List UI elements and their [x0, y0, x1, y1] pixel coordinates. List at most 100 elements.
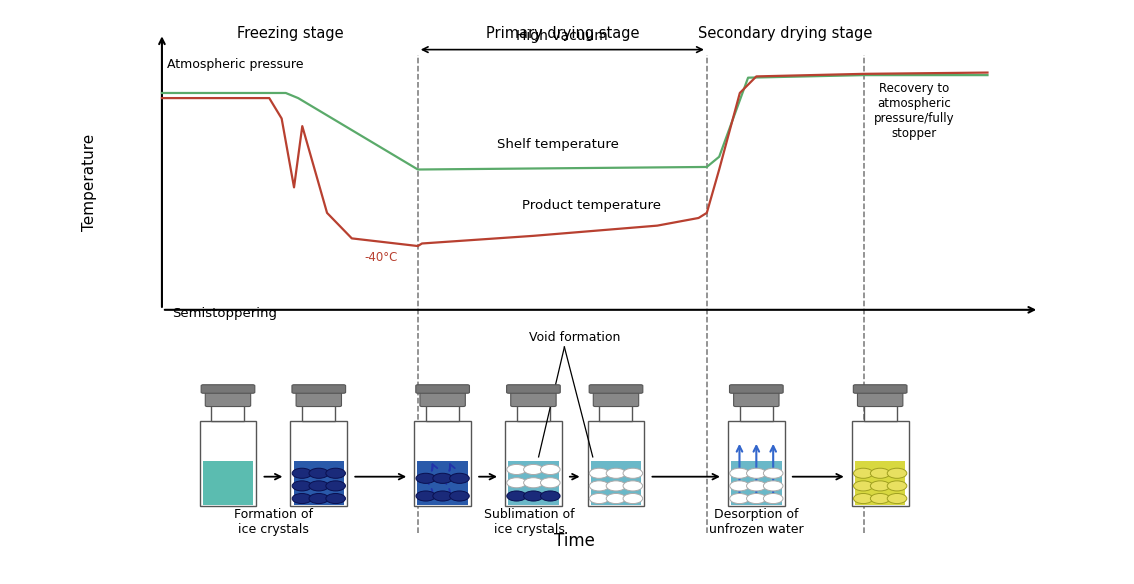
Circle shape [871, 468, 890, 478]
Text: Temperature: Temperature [82, 134, 98, 231]
Circle shape [763, 481, 782, 491]
Circle shape [729, 493, 750, 503]
Bar [203, 461, 253, 505]
Bar [426, 405, 459, 422]
Circle shape [887, 481, 907, 491]
Circle shape [416, 473, 435, 484]
Circle shape [450, 491, 469, 501]
Circle shape [746, 468, 767, 478]
Circle shape [607, 493, 626, 503]
Bar [855, 461, 905, 505]
Circle shape [433, 473, 452, 484]
Circle shape [607, 468, 626, 478]
Circle shape [308, 481, 329, 491]
Circle shape [524, 464, 543, 475]
FancyBboxPatch shape [857, 391, 903, 406]
Bar [728, 422, 785, 506]
FancyBboxPatch shape [420, 391, 465, 406]
Bar [414, 422, 471, 506]
Circle shape [293, 493, 312, 503]
Circle shape [524, 491, 543, 501]
FancyBboxPatch shape [205, 391, 251, 406]
Text: -40°C: -40°C [364, 251, 398, 264]
Circle shape [887, 493, 907, 503]
Circle shape [763, 468, 782, 478]
Circle shape [854, 493, 873, 503]
Text: Secondary drying stage: Secondary drying stage [699, 26, 872, 41]
Circle shape [854, 468, 873, 478]
Circle shape [746, 481, 767, 491]
Bar [517, 405, 550, 422]
Text: High vacuum: High vacuum [516, 29, 608, 43]
Circle shape [293, 481, 312, 491]
Circle shape [729, 481, 750, 491]
Circle shape [433, 491, 452, 501]
Text: Semistoppering: Semistoppering [172, 307, 277, 321]
Circle shape [325, 468, 346, 478]
FancyBboxPatch shape [593, 391, 638, 406]
Bar [731, 461, 781, 505]
Circle shape [590, 481, 609, 491]
FancyBboxPatch shape [510, 391, 556, 406]
Bar [600, 405, 633, 422]
Text: Primary drying stage: Primary drying stage [485, 26, 640, 41]
Text: Shelf temperature: Shelf temperature [498, 137, 619, 151]
FancyBboxPatch shape [291, 385, 346, 393]
Circle shape [887, 468, 907, 478]
Circle shape [507, 491, 526, 501]
Circle shape [507, 464, 526, 475]
Circle shape [308, 493, 329, 503]
Bar [508, 461, 559, 505]
Bar [303, 405, 336, 422]
Bar [200, 422, 256, 506]
Circle shape [524, 478, 543, 488]
Bar [864, 405, 897, 422]
Circle shape [325, 481, 346, 491]
Circle shape [308, 468, 329, 478]
Bar [417, 461, 468, 505]
Text: Desorption of
unfrozen water: Desorption of unfrozen water [709, 507, 804, 536]
Circle shape [763, 493, 782, 503]
Circle shape [746, 493, 767, 503]
Bar [591, 461, 641, 505]
Circle shape [623, 481, 643, 491]
Text: Sublimation of
ice crystals: Sublimation of ice crystals [484, 507, 575, 536]
Circle shape [541, 478, 560, 488]
Circle shape [729, 468, 750, 478]
Bar [505, 422, 561, 506]
FancyBboxPatch shape [201, 385, 255, 393]
Text: Formation of
ice crystals: Formation of ice crystals [234, 507, 313, 536]
FancyBboxPatch shape [507, 385, 560, 393]
Circle shape [854, 481, 873, 491]
Circle shape [623, 468, 643, 478]
Circle shape [541, 491, 560, 501]
Text: Recovery to
atmospheric
pressure/fully
stopper: Recovery to atmospheric pressure/fully s… [874, 82, 955, 140]
Circle shape [590, 468, 609, 478]
FancyBboxPatch shape [853, 385, 907, 393]
Circle shape [293, 468, 312, 478]
Circle shape [507, 478, 526, 488]
Bar [211, 405, 245, 422]
Bar [587, 422, 644, 506]
Text: Void formation: Void formation [530, 331, 620, 345]
Bar [852, 422, 908, 506]
Text: Time: Time [555, 532, 595, 550]
Bar [739, 405, 773, 422]
Circle shape [450, 473, 469, 484]
FancyBboxPatch shape [729, 385, 784, 393]
FancyBboxPatch shape [734, 391, 779, 406]
Circle shape [607, 481, 626, 491]
FancyBboxPatch shape [416, 385, 469, 393]
Text: Atmospheric pressure: Atmospheric pressure [167, 58, 304, 71]
FancyBboxPatch shape [296, 391, 341, 406]
Circle shape [416, 491, 435, 501]
Bar [290, 422, 347, 506]
Circle shape [623, 493, 643, 503]
Text: Product temperature: Product temperature [522, 199, 661, 212]
Circle shape [871, 493, 890, 503]
Text: Freezing stage: Freezing stage [237, 26, 344, 41]
FancyBboxPatch shape [590, 385, 643, 393]
Circle shape [590, 493, 609, 503]
Circle shape [541, 464, 560, 475]
Circle shape [325, 493, 346, 503]
